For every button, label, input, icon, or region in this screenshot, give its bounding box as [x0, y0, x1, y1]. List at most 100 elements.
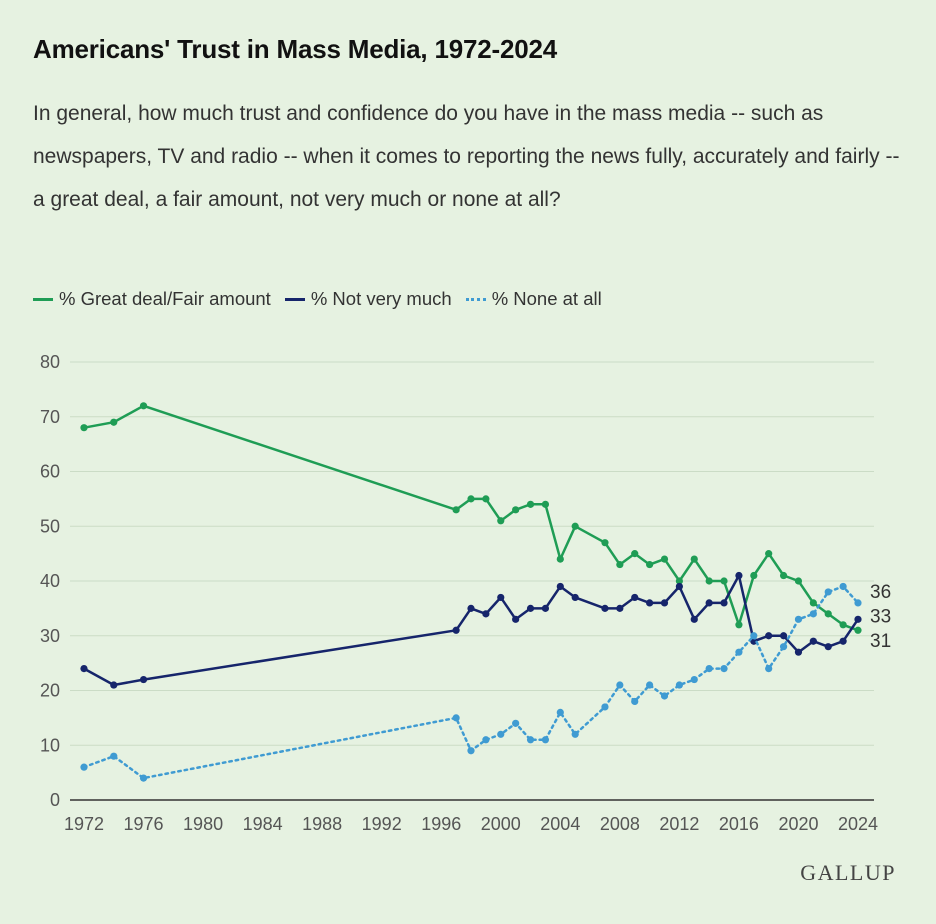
data-point-notmuch-1998 — [467, 604, 475, 612]
data-point-none-2016 — [735, 648, 743, 656]
y-tick-label-10: 10 — [40, 735, 60, 755]
data-point-notmuch-2020 — [794, 648, 803, 656]
data-point-great-2019 — [779, 571, 788, 580]
data-point-none-2008 — [616, 681, 624, 689]
data-point-notmuch-2018 — [765, 632, 773, 640]
data-point-great-2008 — [616, 560, 624, 569]
data-point-none-2012 — [675, 681, 683, 689]
x-tick-label-1996: 1996 — [421, 814, 461, 834]
data-point-notmuch-2007 — [601, 604, 609, 612]
data-point-notmuch-2011 — [660, 599, 669, 607]
data-point-great-2011 — [660, 555, 669, 563]
gallup-logo: GALLUP — [800, 860, 896, 885]
data-point-notmuch-1976 — [139, 675, 148, 684]
data-point-great-2020 — [794, 577, 803, 585]
data-point-notmuch-2004 — [556, 582, 564, 591]
y-tick-label-80: 80 — [40, 352, 60, 372]
data-point-none-2015 — [720, 665, 728, 673]
series-line-notmuch — [83, 574, 860, 687]
legend: % Great deal/Fair amount % Not very much… — [33, 288, 616, 310]
data-point-none-1999 — [482, 736, 490, 744]
data-point-notmuch-1972 — [80, 665, 88, 673]
x-tick-label-2020: 2020 — [778, 814, 818, 834]
data-point-great-2003 — [541, 500, 550, 508]
data-point-none-2014 — [705, 665, 713, 673]
data-point-great-2024 — [854, 626, 862, 634]
chart-title: Americans' Trust in Mass Media, 1972-202… — [33, 34, 558, 64]
x-tick-label-1992: 1992 — [362, 814, 402, 834]
data-point-notmuch-1999 — [482, 610, 490, 618]
data-point-notmuch-2015 — [720, 599, 728, 607]
data-point-none-2001 — [512, 719, 520, 727]
data-point-great-2007 — [601, 539, 609, 547]
legend-item-great: % Great deal/Fair amount — [33, 288, 271, 310]
data-point-notmuch-2021 — [809, 637, 817, 645]
y-tick-label-50: 50 — [40, 516, 60, 536]
data-point-notmuch-2013 — [690, 615, 698, 623]
legend-label-great: % Great deal/Fair amount — [59, 288, 271, 309]
x-tick-label-1972: 1972 — [64, 814, 104, 834]
data-point-none-2017 — [750, 632, 758, 640]
y-tick-label-40: 40 — [40, 571, 60, 591]
data-point-none-1972 — [80, 763, 88, 771]
end-value-label-0: 36 — [870, 582, 891, 603]
data-point-none-2010 — [646, 681, 654, 689]
data-point-notmuch-2008 — [616, 604, 624, 612]
x-tick-label-2000: 2000 — [481, 814, 521, 834]
data-point-great-1997 — [452, 506, 460, 514]
data-point-notmuch-2000 — [497, 593, 505, 602]
data-point-none-1998 — [467, 747, 475, 755]
data-point-great-2004 — [556, 555, 564, 563]
data-point-notmuch-2024 — [854, 615, 862, 623]
data-point-none-2023 — [839, 582, 847, 591]
x-tick-label-1988: 1988 — [302, 814, 342, 834]
data-point-notmuch-2003 — [541, 604, 550, 612]
data-point-none-2013 — [690, 675, 698, 684]
x-tick-label-1984: 1984 — [243, 814, 283, 834]
data-point-notmuch-2019 — [779, 632, 788, 640]
y-tick-label-60: 60 — [40, 462, 60, 482]
y-tick-label-20: 20 — [40, 681, 60, 701]
data-point-none-1974 — [110, 752, 118, 760]
data-point-great-2015 — [720, 577, 728, 585]
legend-swatch-notmuch — [284, 297, 305, 301]
data-point-notmuch-2001 — [512, 615, 520, 623]
data-point-none-1976 — [139, 774, 148, 782]
data-point-none-2009 — [631, 697, 639, 706]
chart-subtitle: In general, how much trust and confidenc… — [33, 102, 900, 211]
data-point-great-1972 — [80, 424, 88, 432]
y-tick-label-70: 70 — [40, 407, 60, 427]
data-point-none-2007 — [601, 703, 609, 711]
data-point-great-2012 — [675, 577, 683, 585]
data-point-great-2018 — [765, 550, 773, 558]
data-point-great-2009 — [631, 550, 639, 558]
data-point-notmuch-2016 — [735, 571, 743, 580]
data-point-notmuch-2005 — [571, 593, 579, 602]
data-point-great-1998 — [467, 495, 475, 503]
data-point-none-2020 — [794, 615, 803, 623]
y-tick-label-30: 30 — [40, 626, 60, 646]
x-tick-label-2008: 2008 — [600, 814, 640, 834]
x-tick-label-2016: 2016 — [719, 814, 759, 834]
data-point-notmuch-2009 — [631, 593, 639, 602]
x-tick-label-1980: 1980 — [183, 814, 223, 834]
data-point-none-2002 — [526, 736, 535, 744]
data-point-great-2013 — [690, 555, 698, 563]
series-line-great — [83, 404, 859, 632]
data-point-great-1999 — [482, 495, 490, 503]
data-point-none-2004 — [556, 708, 564, 716]
data-point-notmuch-2023 — [839, 637, 847, 645]
line-chart: 0 10 20 30 40 50 60 70 80 1972 1976 1980 1984 1988 199… — [40, 352, 891, 834]
data-point-notmuch-2010 — [646, 599, 654, 607]
data-point-great-2016 — [735, 621, 743, 629]
data-point-great-2021 — [809, 599, 817, 607]
data-point-great-2022 — [824, 610, 832, 618]
data-point-great-2000 — [497, 517, 505, 525]
data-point-great-2001 — [512, 506, 520, 514]
x-tick-label-1976: 1976 — [124, 814, 164, 834]
data-point-none-2019 — [779, 643, 788, 651]
legend-swatch-great — [33, 297, 53, 301]
data-point-great-1976 — [139, 402, 148, 410]
data-point-none-2021 — [809, 610, 817, 618]
data-point-great-1974 — [110, 418, 118, 426]
